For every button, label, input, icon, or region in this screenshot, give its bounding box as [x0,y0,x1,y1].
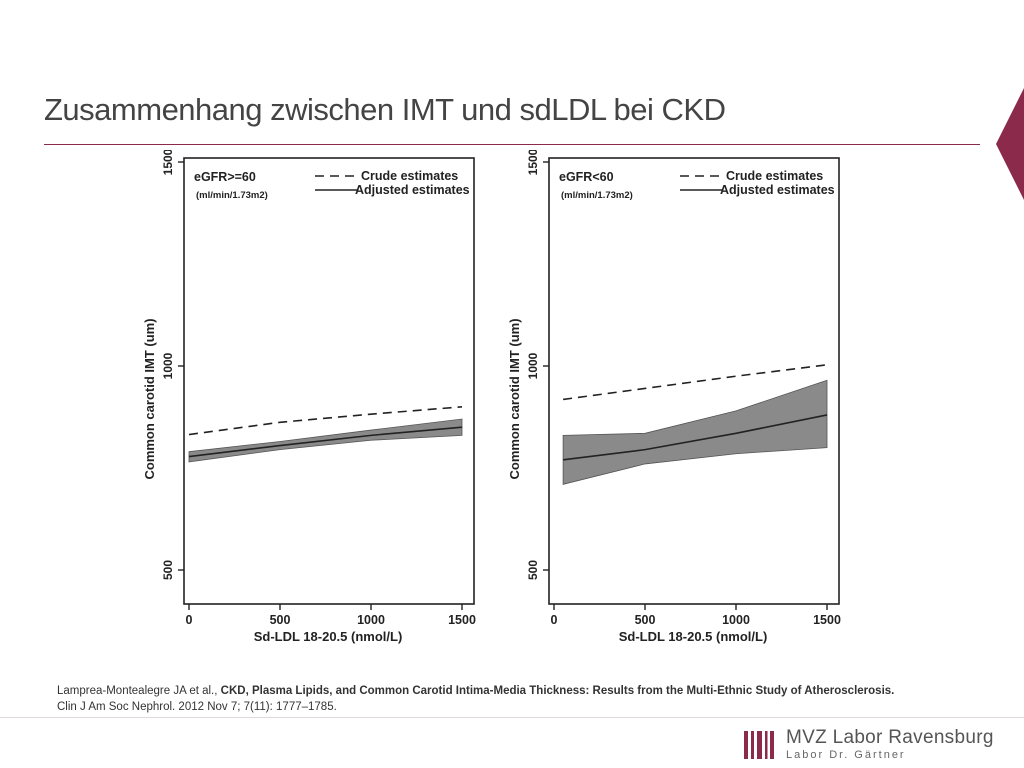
adjusted-estimates-line [563,414,828,461]
chart-egfr-low: 500 1000 1500 0 500 1000 1500 Sd-LDL 18-20.5 (n… [507,150,841,644]
y-tick-label: 500 [161,560,175,580]
y-tick-label: 1000 [526,352,540,379]
plot-frame [548,157,840,605]
x-tick-label: 0 [186,613,193,627]
citation-journal: Clin J Am Soc Nephrol. 2012 Nov 7; 7(11)… [57,701,337,713]
title-rule [44,144,980,145]
legend-adjusted-label: Adjusted estimates [355,183,470,197]
company-logo: MVZ Labor Ravensburg Labor Dr. Gärtner [744,727,1014,763]
citation: Lamprea-Montealegre JA et al., CKD, Plas… [57,683,894,715]
logo-subtitle: Labor Dr. Gärtner [786,749,906,761]
x-axis-label: Sd-LDL 18-20.5 (nmol/L) [254,629,403,644]
x-tick-label: 1500 [813,613,841,627]
adjusted-estimates-line [188,426,463,458]
y-axis-label: Common carotid IMT (um) [507,318,522,479]
x-tick-label: 1000 [722,613,750,627]
x-tick-label: 1500 [448,613,476,627]
y-axis-label: Common carotid IMT (um) [142,318,157,479]
x-tick-label: 500 [270,613,291,627]
citation-authors: Lamprea-Montealegre JA et al., [57,685,221,697]
citation-article-title: CKD, Plasma Lipids, and Common Carotid I… [220,685,895,697]
accent-chevron-shape [996,88,1024,200]
crude-estimates-line [562,363,828,401]
logo-name: MVZ Labor Ravensburg [786,727,994,748]
chart-egfr-high: 500 1000 1500 0 500 1000 1500 Sd-LDL 18-20.5 (n… [142,150,476,644]
group-label: eGFR<60 [559,170,614,184]
y-tick-label: 1500 [526,150,540,175]
y-tick-label: 1500 [161,150,175,175]
x-tick-label: 0 [551,613,558,627]
slide-title: Zusammenhang zwischen IMT und sdLDL bei … [44,92,726,127]
confidence-band [562,379,828,485]
crude-estimates-line [188,406,463,436]
x-axis-label: Sd-LDL 18-20.5 (nmol/L) [619,629,768,644]
group-label: eGFR>=60 [194,170,256,184]
legend-crude-label: Crude estimates [361,169,458,183]
y-tick-label: 500 [526,560,540,580]
plot-frame [183,157,475,605]
legend-crude-label: Crude estimates [726,169,823,183]
footer-rule [0,717,1024,718]
y-tick-label: 1000 [161,352,175,379]
group-unit: (ml/min/1.73m2) [561,190,633,201]
barcode-logo-icon [744,731,774,759]
group-unit: (ml/min/1.73m2) [196,190,268,201]
x-tick-label: 500 [635,613,656,627]
x-tick-label: 1000 [357,613,385,627]
legend-adjusted-label: Adjusted estimates [720,183,835,197]
